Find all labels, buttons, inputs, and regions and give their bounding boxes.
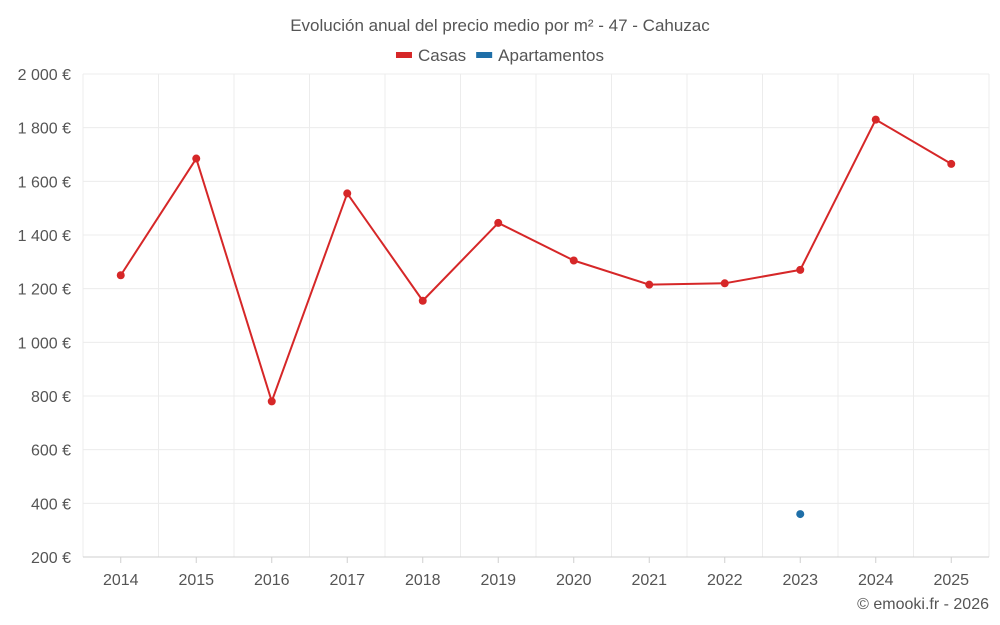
x-tick-label: 2022 xyxy=(707,572,743,589)
x-tick-label: 2015 xyxy=(178,572,214,589)
x-tick-label: 2016 xyxy=(254,572,290,589)
data-point[interactable] xyxy=(494,218,503,227)
x-tick-label: 2017 xyxy=(329,572,365,589)
chart-title: Evolución anual del precio medio por m² … xyxy=(290,16,710,35)
x-tick-label: 2021 xyxy=(631,572,667,589)
y-tick-label: 1 200 € xyxy=(18,282,71,299)
y-tick-label: 600 € xyxy=(31,443,71,460)
y-tick-label: 1 800 € xyxy=(18,121,71,138)
y-tick-label: 200 € xyxy=(31,550,71,567)
x-tick-label: 2014 xyxy=(103,572,139,589)
legend-label: Casas xyxy=(418,46,466,65)
credit: © emooki.fr - 2026 xyxy=(857,596,989,613)
y-tick-label: 800 € xyxy=(31,389,71,406)
x-tick-label: 2020 xyxy=(556,572,592,589)
x-tick-label: 2018 xyxy=(405,572,441,589)
data-point[interactable] xyxy=(947,159,956,168)
series-1 xyxy=(796,510,805,519)
x-tick-label: 2024 xyxy=(858,572,894,589)
y-tick-label: 1 400 € xyxy=(18,228,71,245)
series-0 xyxy=(116,115,956,406)
grid xyxy=(82,73,990,558)
y-tick-label: 1 600 € xyxy=(18,174,71,191)
legend-item[interactable]: Apartamentos xyxy=(476,46,604,65)
data-point[interactable] xyxy=(569,256,578,265)
legend[interactable]: Casas Apartamentos xyxy=(395,46,604,65)
x-tick-label: 2023 xyxy=(782,572,818,589)
legend-label: Apartamentos xyxy=(498,46,604,65)
series-line xyxy=(119,118,952,403)
x-tick-label: 2019 xyxy=(480,572,516,589)
legend-swatch xyxy=(395,52,412,58)
x-tick-label: 2025 xyxy=(933,572,969,589)
data-point[interactable] xyxy=(343,189,352,198)
data-point[interactable] xyxy=(192,154,201,163)
y-tick-label: 400 € xyxy=(31,496,71,513)
axes: 200 € 400 € 600 € 800 € 1 000 € 1 200 € 1 400 … xyxy=(18,67,989,589)
data-point[interactable] xyxy=(267,397,276,406)
legend-swatch xyxy=(476,52,493,58)
series-layer xyxy=(116,115,956,519)
y-tick-label: 2 000 € xyxy=(18,67,71,84)
data-point[interactable] xyxy=(871,115,880,124)
y-tick-label: 1 000 € xyxy=(18,335,71,352)
data-point[interactable] xyxy=(796,265,805,274)
data-point[interactable] xyxy=(796,510,805,519)
data-point[interactable] xyxy=(720,279,729,288)
data-point[interactable] xyxy=(645,280,654,289)
data-point[interactable] xyxy=(418,296,427,305)
data-point[interactable] xyxy=(116,271,125,280)
legend-item[interactable]: Casas xyxy=(395,46,466,65)
